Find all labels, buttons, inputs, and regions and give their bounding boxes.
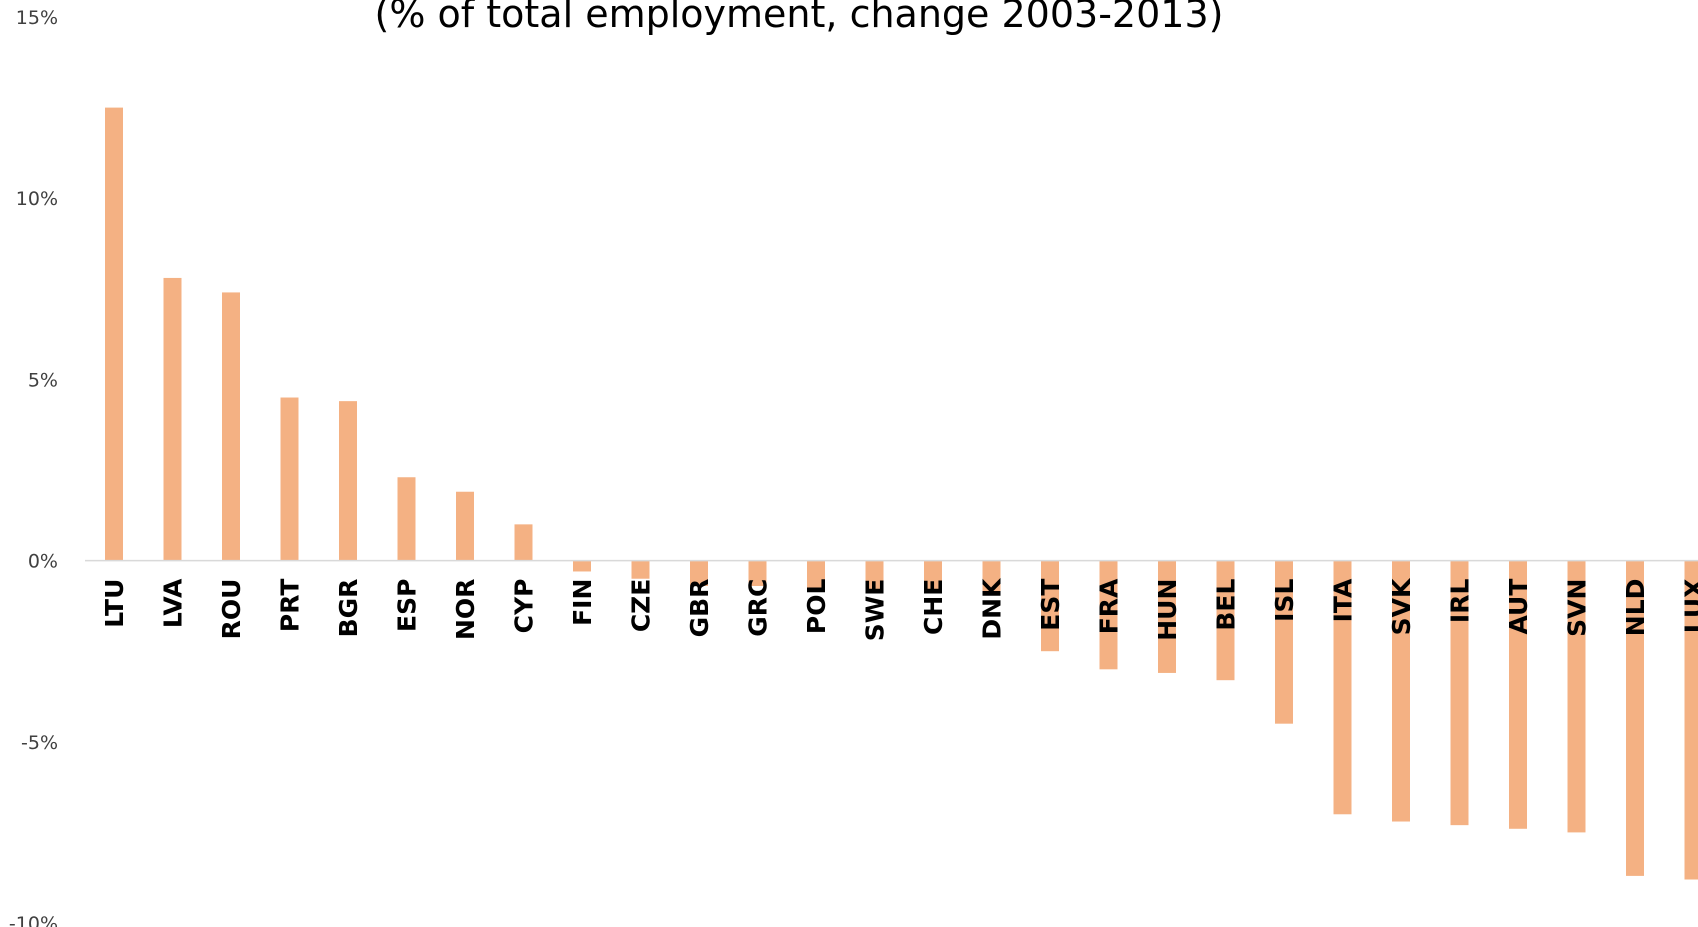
chart-title: (% of total employment, change 2003-2013… [374, 0, 1224, 36]
bar-svn [1567, 560, 1586, 833]
x-tick-label: POL [802, 579, 831, 635]
x-tick-label: DNK [978, 577, 1007, 640]
x-tick-label: AUT [1504, 579, 1533, 635]
y-tick-label: 5% [28, 369, 58, 391]
bar-hun [1158, 560, 1176, 673]
x-tick-label: NOR [451, 579, 480, 640]
bar-pol [807, 560, 825, 590]
bar-nld [1626, 560, 1644, 876]
bar-fin [573, 560, 591, 572]
bar-bgr [339, 401, 357, 561]
bar-cze [631, 560, 650, 579]
x-tick-label: BGR [334, 579, 363, 638]
bar-swe [865, 560, 884, 590]
x-tick-labels: LTU LVA ROU PRT BGR ESP NOR CYP FIN CZE GBR GRC POL S… [100, 577, 1698, 641]
bar-lux [1684, 560, 1698, 880]
x-tick-label: HUN [1153, 579, 1182, 641]
bar-rou [222, 292, 240, 561]
bar-prt [280, 397, 299, 561]
bar-dnk [982, 560, 1001, 594]
y-tick-label: -5% [21, 732, 58, 754]
bar-isl [1275, 560, 1293, 724]
bar-che [924, 560, 942, 590]
bar-gbr [690, 560, 708, 586]
bar-aut [1509, 560, 1527, 829]
bar-est [1041, 560, 1059, 652]
x-tick-label: FRA [1095, 578, 1124, 634]
x-tick-label: GRC [744, 579, 773, 637]
y-tick-label: -10% [9, 913, 58, 927]
x-tick-label: GBR [685, 579, 714, 638]
bar-cyp [514, 524, 533, 561]
bar-grc [748, 560, 767, 586]
x-tick-label: LUX [1680, 579, 1698, 634]
bar-lva [163, 277, 182, 561]
x-tick-label: SVN [1563, 579, 1592, 637]
bar-ita [1333, 560, 1352, 815]
x-tick-label: SVK [1387, 577, 1416, 635]
x-tick-label: CZE [627, 579, 656, 633]
x-tick-label: ITA [1329, 578, 1358, 622]
x-tick-label: LTU [100, 579, 129, 628]
x-tick-label: BEL [1212, 579, 1241, 631]
x-tick-label: PRT [276, 579, 305, 633]
x-tick-label: ROU [217, 579, 246, 640]
y-tick-label: 0% [28, 551, 58, 573]
bar-fra [1099, 560, 1118, 670]
x-tick-label: ESP [393, 579, 422, 632]
bar-ltu [105, 107, 123, 561]
x-tick-label: ISL [1270, 579, 1299, 622]
bars-group [105, 107, 1698, 880]
x-tick-label: IRL [1446, 579, 1475, 624]
y-tick-labels: 15% 10% 5% 0% -5% -10% [9, 7, 58, 927]
bar-svk [1392, 560, 1410, 822]
x-tick-label: FIN [568, 579, 597, 626]
x-tick-label: NLD [1621, 579, 1650, 637]
bar-nor [456, 491, 474, 561]
x-tick-label: LVA [159, 578, 188, 628]
x-tick-label: EST [1036, 579, 1065, 631]
y-tick-label: 15% [16, 7, 58, 29]
bar-bel [1216, 560, 1235, 681]
x-tick-label: SWE [861, 579, 890, 642]
y-tick-label: 10% [16, 188, 58, 210]
x-tick-label: CYP [510, 579, 539, 634]
x-tick-label: CHE [919, 579, 948, 635]
bar-esp [397, 477, 416, 561]
bar-irl [1450, 560, 1469, 826]
